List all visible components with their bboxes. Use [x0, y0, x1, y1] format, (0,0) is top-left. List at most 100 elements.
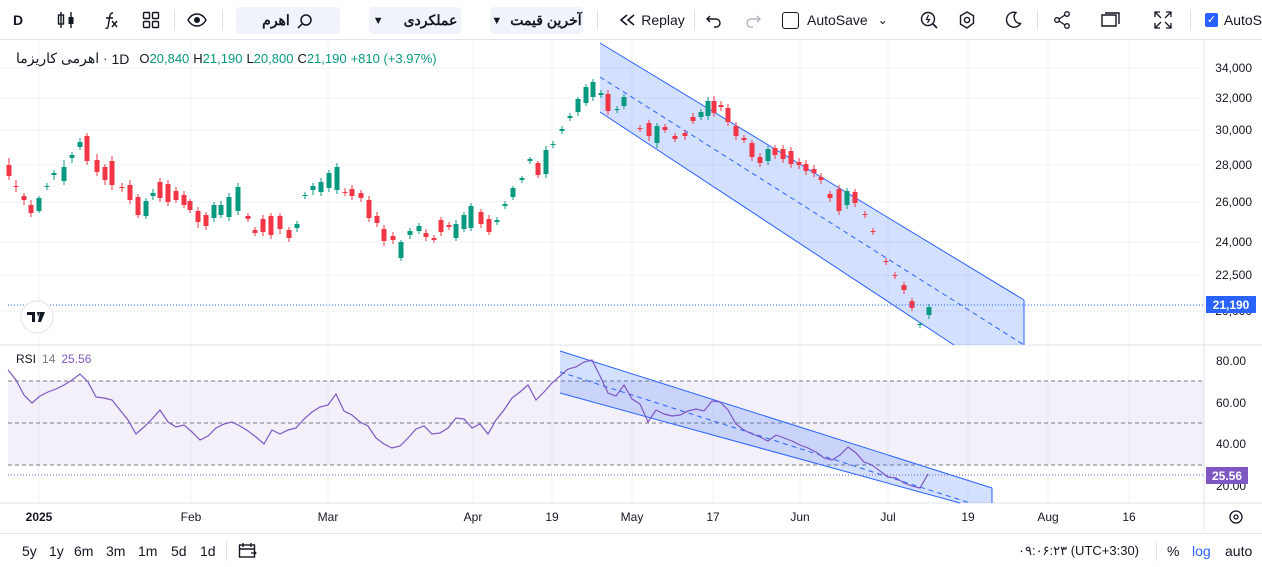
candle-body: [245, 216, 251, 219]
candle-body: [286, 230, 292, 238]
rsi-axis-label: 80.00: [1216, 354, 1246, 368]
tradingview-logo[interactable]: [20, 300, 54, 334]
autosave-checkbox[interactable]: ✓ AutoS: [1205, 0, 1262, 40]
candle-body: [575, 99, 581, 112]
range-1y-button[interactable]: 1y: [49, 542, 64, 559]
candle-body: [374, 216, 380, 223]
candle-body: [502, 204, 508, 206]
rsi-line: [7, 359, 929, 489]
candle-body: [788, 151, 794, 164]
time-axis[interactable]: 2025 Feb Mar Apr 19 May 17 Jun Jul 19 Aug 16: [26, 510, 1136, 524]
check-icon: ✓: [1205, 13, 1218, 27]
rsi-legend: RSI 14 25.56: [16, 352, 91, 366]
symbol-search-field[interactable]: اهرم: [236, 7, 340, 34]
candle-body: [836, 189, 842, 211]
replay-button[interactable]: Replay: [617, 0, 687, 40]
snapshot-button[interactable]: [1098, 0, 1122, 40]
candle-body: [461, 215, 467, 229]
time-axis-settings-icon[interactable]: [1229, 510, 1243, 524]
gear-icon: [959, 11, 975, 29]
auto-scale-button[interactable]: auto: [1225, 542, 1253, 559]
autosave-box-icon: [782, 11, 799, 29]
tools-dropdown[interactable]: ▼ عملکردی: [369, 7, 461, 34]
symbol-short-button[interactable]: D: [12, 12, 24, 28]
autosave-check-label: AutoS: [1223, 12, 1262, 28]
candle-body: [811, 169, 817, 173]
candle-body: [583, 87, 589, 103]
rsi-axis-label: 40.00: [1216, 437, 1246, 451]
chevron-down-icon: ▼: [372, 14, 384, 27]
chevron-down-icon: ▼: [491, 14, 503, 27]
moon-icon: [1005, 11, 1022, 28]
rsi-channel-fill: [560, 351, 992, 503]
candle-body: [173, 191, 179, 200]
candle-body: [203, 215, 209, 226]
legend-title[interactable]: اهرمی کاریزما: [16, 50, 100, 66]
candle-body: [211, 205, 217, 218]
undo-button[interactable]: [703, 0, 725, 40]
range-6m-button[interactable]: 6m: [74, 542, 94, 559]
toolbar-divider: [1190, 10, 1191, 30]
candle-body: [862, 214, 868, 215]
price-axis-label: 22,500: [1215, 268, 1252, 282]
indicators-button[interactable]: [97, 0, 125, 40]
range-3m-button[interactable]: 3m: [106, 542, 126, 559]
layouts-button[interactable]: [137, 0, 165, 40]
candle-body: [478, 212, 484, 224]
candle-body: [870, 231, 876, 232]
legend-close-label: C: [297, 51, 307, 66]
quick-search-button[interactable]: [917, 0, 941, 40]
time-axis-label: 19: [961, 510, 975, 524]
candle-body: [157, 182, 163, 198]
redo-button[interactable]: [742, 0, 764, 40]
candle-body: [94, 160, 100, 172]
price-type-dropdown[interactable]: ▼ آخرین قیمت: [490, 7, 583, 34]
settings-button[interactable]: [955, 0, 979, 40]
price-axis-label: 34,000: [1215, 61, 1252, 75]
candle-body: [711, 101, 717, 113]
candle-body: [468, 206, 474, 228]
toolbar-divider: [597, 10, 598, 30]
legend-open-value: 20,840: [149, 51, 190, 66]
candle-body: [690, 117, 696, 121]
share-button[interactable]: [1050, 0, 1074, 40]
candle-body: [334, 167, 340, 190]
candle-body: [749, 143, 755, 157]
price-type-label: آخرین قیمت: [510, 12, 582, 28]
chart-type-candles-button[interactable]: [52, 0, 80, 40]
theme-button[interactable]: [1001, 0, 1025, 40]
go-to-date-button[interactable]: [237, 534, 259, 567]
percent-scale-button[interactable]: %: [1167, 542, 1180, 559]
share-icon: [1054, 11, 1070, 29]
candle-body: [326, 173, 332, 188]
rsi-channel-lower-line: [559, 392, 961, 504]
fullscreen-button[interactable]: [1151, 0, 1175, 40]
candle-body: [381, 229, 387, 241]
legend-interval[interactable]: 1D: [111, 50, 130, 67]
candle-body: [21, 196, 27, 200]
time-axis-label: Aug: [1037, 510, 1058, 524]
candle-body: [614, 109, 620, 110]
visibility-button[interactable]: [183, 0, 211, 40]
candle-body: [559, 129, 565, 131]
function-icon: [105, 12, 118, 29]
range-1d-button[interactable]: 1d: [200, 542, 216, 559]
toolbar-divider: [226, 541, 227, 561]
toolbar-divider: [1037, 10, 1038, 30]
autosave-toggle[interactable]: AutoSave ⌄: [782, 0, 900, 40]
price-axis-label: 24,000: [1215, 235, 1252, 249]
range-5d-button[interactable]: 5d: [171, 542, 187, 559]
candle-body: [705, 101, 711, 116]
range-5y-button[interactable]: 5y: [22, 542, 37, 559]
chart-grid: [0, 41, 1204, 503]
rsi-legend-name[interactable]: RSI: [16, 352, 37, 366]
chart-canvas[interactable]: 34,000 32,000 30,000 28,000 26,000 24,000 22,5…: [0, 41, 1262, 531]
range-1m-button[interactable]: 1m: [138, 542, 158, 559]
price-axis[interactable]: 34,000 32,000 30,000 28,000 26,000 24,000 22,5…: [1215, 61, 1252, 318]
clock-timezone[interactable]: ۰۹:۰۶:۲۳ (UTC+3:30): [1018, 542, 1139, 558]
last-rsi-badge: [1206, 467, 1248, 484]
main-series-legend: اهرمی کاریزما · 1D O 20,840 H 21,190 L 20,8…: [16, 50, 437, 67]
candle-body: [6, 165, 12, 176]
log-scale-button[interactable]: log: [1192, 542, 1211, 559]
